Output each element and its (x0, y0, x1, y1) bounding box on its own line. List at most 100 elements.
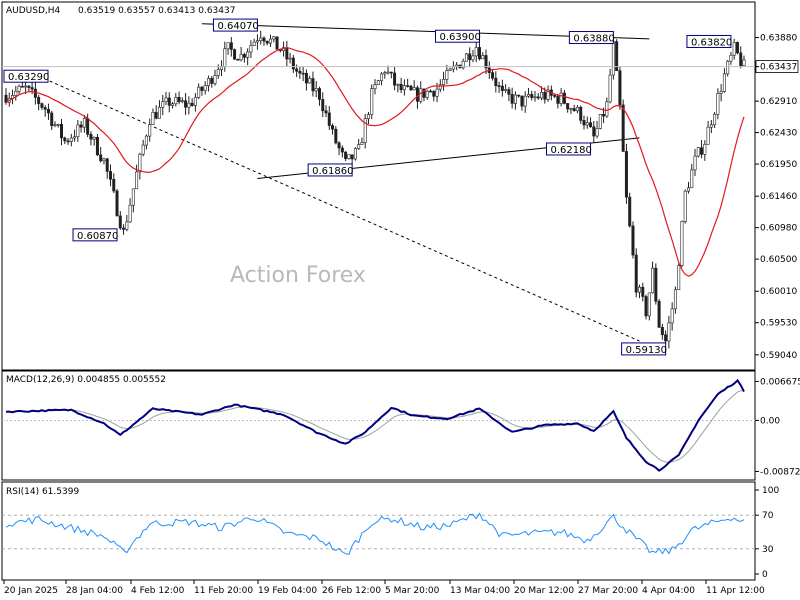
candle-body (569, 108, 573, 110)
candle-body (79, 124, 83, 128)
candle-body (200, 86, 204, 91)
candle-body (608, 74, 612, 103)
candle-body (373, 84, 377, 89)
candle-body (579, 106, 583, 121)
candle-body (419, 88, 423, 102)
candle-body (628, 196, 632, 227)
price-annotation-box (3, 69, 49, 83)
candle-body (370, 88, 374, 115)
candle-body (536, 96, 540, 99)
time-tick-label: 4 Apr 04:00 (642, 586, 695, 596)
price-tick-label: 0.61950 (760, 160, 797, 170)
candle-body (82, 118, 86, 128)
time-tick-label: 4 Feb 12:00 (131, 586, 185, 596)
candle-body (249, 45, 253, 53)
price-axis: 0.63880 0.63437 0.62910 0.62430 0.61950 0.614… (2, 34, 799, 361)
candle-body (415, 87, 419, 102)
candle-body (406, 85, 410, 87)
candle-body (33, 88, 37, 98)
macd-title: MACD(12,26,9) 0.004855 0.005552 (6, 375, 166, 385)
candle-body (494, 77, 498, 86)
candle-body (95, 137, 99, 156)
candle-body (429, 90, 433, 93)
price-annotation-text: 0.64070 (217, 21, 258, 32)
price-annotation-text: 0.59130 (626, 345, 667, 356)
candle-body (595, 128, 599, 137)
candle-body (63, 137, 67, 142)
time-tick-label: 28 Jan 04:00 (66, 586, 123, 596)
candle-body (4, 94, 8, 103)
candle-body (686, 187, 690, 192)
candle-body (324, 110, 328, 114)
candle-body (605, 101, 609, 117)
macd-panel: 0.006675 0.00 -0.008724 (2, 377, 800, 477)
candle-body (327, 112, 331, 126)
price-tick-label: 0.59530 (760, 319, 797, 329)
candle-body (86, 118, 90, 135)
candle-body (122, 227, 126, 230)
candle-body (562, 92, 566, 104)
candle-body (412, 87, 416, 91)
candle-body (474, 47, 478, 57)
candle-body (592, 126, 596, 137)
candle-body (376, 80, 380, 85)
price-annotation-text: 0.63880 (573, 34, 614, 45)
rsi-title: RSI(14) 61.5399 (6, 487, 79, 497)
candle-body (239, 54, 243, 61)
price-tick-label: 0.60980 (760, 224, 797, 234)
candle-body (422, 88, 426, 98)
candle-body (722, 73, 726, 92)
candle-body (69, 137, 73, 142)
candle-body (144, 135, 148, 146)
candle-body (291, 57, 295, 70)
candle-body (255, 40, 259, 43)
candle-body (157, 106, 161, 119)
candle-body (184, 100, 188, 108)
candle-body (716, 93, 720, 115)
candle-body (713, 113, 717, 126)
candle-body (30, 87, 34, 90)
candle-body (259, 37, 263, 41)
candle-body (246, 51, 250, 58)
price-tick-label: 0.63437 (760, 63, 797, 73)
candle-body (151, 112, 155, 125)
candle-body (703, 144, 707, 155)
candle-body (105, 158, 109, 172)
candle-body (507, 89, 511, 95)
price-tick-label: 0.60500 (760, 255, 797, 265)
candle-body (210, 78, 214, 84)
candle-body (380, 73, 384, 82)
candles (4, 30, 746, 349)
candle-body (468, 53, 472, 61)
candle-body (131, 188, 135, 206)
price-annotation-text: 0.62180 (551, 145, 592, 156)
candle-body (517, 94, 521, 97)
watermark: Action Forex (230, 263, 366, 288)
candle-body (657, 300, 661, 328)
candle-body (360, 142, 364, 145)
candle-body (409, 85, 413, 91)
candle-body (56, 123, 60, 126)
candle-body (171, 103, 175, 106)
candle-body (304, 72, 308, 84)
candle-body (696, 147, 700, 157)
candle-body (148, 124, 152, 137)
candle-body (618, 70, 622, 106)
candle-body (213, 75, 217, 84)
trendlines (38, 23, 650, 342)
candle-body (386, 71, 390, 74)
time-tick-label: 27 Mar 20:00 (578, 586, 638, 596)
rsi-line (5, 512, 745, 555)
candle-body (357, 144, 361, 149)
candle-body (540, 91, 544, 99)
price-tick-label: 0.59040 (760, 351, 797, 361)
candle-body (118, 215, 122, 229)
candle-body (585, 122, 589, 126)
candle-body (236, 58, 240, 61)
candle-body (20, 85, 24, 88)
candle-body (651, 267, 655, 294)
candle-body (115, 190, 119, 217)
candle-body (742, 59, 746, 66)
candle-body (40, 103, 44, 108)
candle-body (177, 96, 181, 102)
